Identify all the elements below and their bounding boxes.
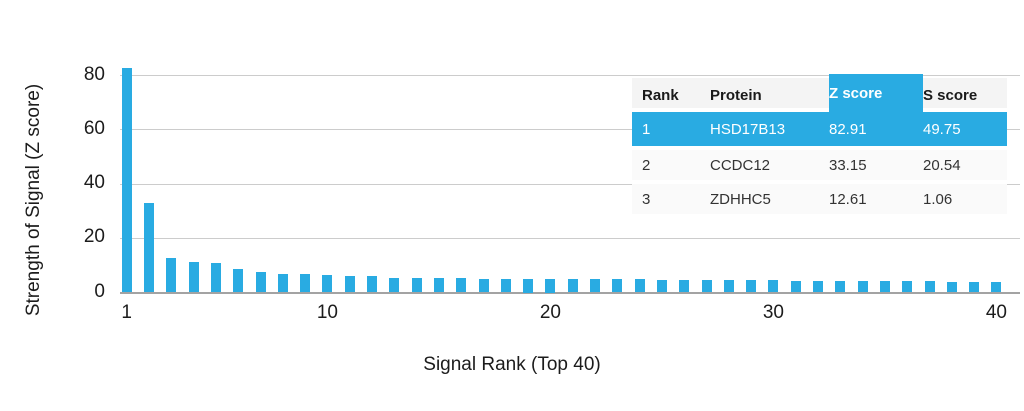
gridline <box>120 237 1020 239</box>
header-rank: Rank <box>642 86 679 104</box>
y-tick-label: 20 <box>83 226 105 248</box>
y-tick-label: 60 <box>83 117 105 139</box>
bar-rank-24 <box>634 279 645 293</box>
cell-z-score: 33.15 <box>829 156 867 174</box>
x-axis-label: Signal Rank (Top 40) <box>423 354 601 375</box>
bar-rank-36 <box>902 281 913 293</box>
bar-rank-15 <box>433 278 444 293</box>
bar-rank-11 <box>344 276 355 293</box>
table-header-row: Rank Protein Z score S score <box>632 74 1007 112</box>
y-tick-label: 40 <box>83 172 105 193</box>
bar-rank-23 <box>612 279 623 293</box>
bar-rank-7 <box>255 271 266 293</box>
bar-rank-19 <box>523 278 534 293</box>
x-tick-label: 30 <box>762 302 784 323</box>
bar-rank-26 <box>679 279 690 293</box>
bar-rank-18 <box>500 278 511 293</box>
header-s-score: S score <box>923 86 978 104</box>
cell-rank: 3 <box>642 190 651 208</box>
table-row-2: 2 CCDC12 33.15 20.54 <box>632 150 1007 180</box>
cell-protein: CCDC12 <box>710 156 771 174</box>
cell-rank: 2 <box>642 156 651 174</box>
bar-rank-29 <box>746 280 757 293</box>
bar-rank-14 <box>411 277 422 293</box>
cell-s-score: 49.75 <box>923 120 961 138</box>
header-z-score: Z score <box>829 74 923 112</box>
bar-rank-12 <box>367 276 377 293</box>
bar-rank-6 <box>233 268 244 293</box>
bar-rank-37 <box>924 281 935 293</box>
cell-protein: HSD17B13 <box>710 120 786 138</box>
bar-rank-30 <box>768 280 779 293</box>
gridline <box>120 75 1020 76</box>
y-axis-label: Strength of Signal (Z score) <box>23 83 44 317</box>
bar-rank-20 <box>545 278 556 293</box>
bar-rank-27 <box>701 280 712 293</box>
bar-rank-16 <box>456 278 467 293</box>
cell-z-score: 12.61 <box>829 190 867 208</box>
x-tick-label: 20 <box>539 302 561 323</box>
cell-z-score: 82.91 <box>829 120 867 138</box>
cell-s-score: 20.54 <box>923 156 961 174</box>
cell-s-score: 1.06 <box>923 190 953 208</box>
bar-rank-9 <box>300 274 311 293</box>
header-protein: Protein <box>710 86 762 104</box>
x-tick-label: 1 <box>121 302 132 323</box>
y-tick-label: 0 <box>94 280 105 302</box>
cell-rank: 1 <box>642 120 651 138</box>
gridline <box>120 129 1020 131</box>
x-tick-label: 10 <box>316 302 338 323</box>
bar-rank-33 <box>835 280 846 293</box>
gridline <box>120 183 1020 185</box>
bar-rank-2 <box>144 202 154 293</box>
bar-rank-35 <box>879 281 890 293</box>
x-axis-line <box>120 291 1020 294</box>
bar-rank-3 <box>166 258 177 293</box>
bar-rank-17 <box>478 278 489 293</box>
bar-rank-31 <box>790 280 801 293</box>
bar-rank-10 <box>322 275 333 293</box>
bar-rank-40 <box>991 281 1002 293</box>
bar-rank-1 <box>121 67 132 293</box>
results-table: Rank Protein Z score S score 1 HSD17B13 … <box>632 74 1007 218</box>
bar-rank-32 <box>813 280 823 293</box>
bar-rank-25 <box>656 279 667 293</box>
bar-rank-28 <box>723 280 734 293</box>
table-row-3: 3 ZDHHC5 12.61 1.06 <box>632 184 1007 214</box>
y-tick-label: 80 <box>83 63 105 85</box>
cell-protein: ZDHHC5 <box>710 190 771 208</box>
bar-rank-34 <box>857 280 868 293</box>
bar-rank-13 <box>389 277 400 293</box>
bar-rank-22 <box>590 279 600 293</box>
bar-rank-21 <box>567 279 578 293</box>
bar-rank-39 <box>969 281 980 293</box>
bar-rank-38 <box>946 281 957 293</box>
bar-rank-8 <box>277 273 288 293</box>
bar-rank-4 <box>188 261 199 293</box>
table-row-1: 1 HSD17B13 82.91 49.75 <box>632 112 1007 146</box>
x-tick-label: 40 <box>985 302 1007 323</box>
bar-rank-5 <box>210 262 221 293</box>
